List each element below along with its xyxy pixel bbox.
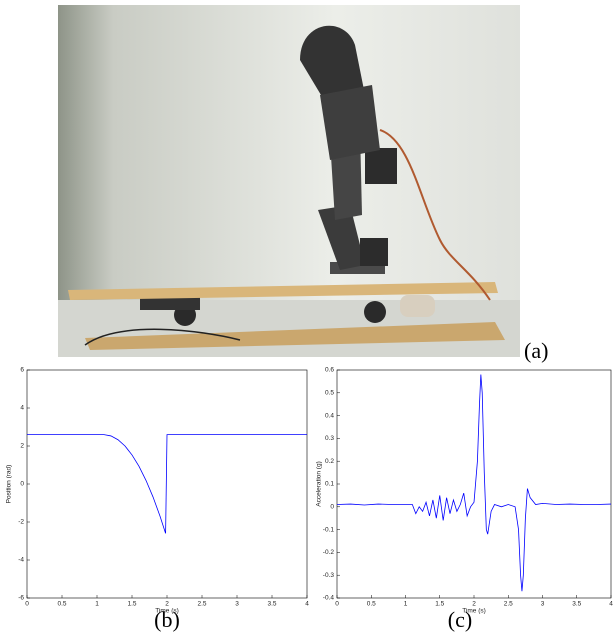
y-tick-label: 0.4 [325,412,334,419]
y-tick-label: 6 [20,367,24,374]
y-tick-label: 0.1 [325,481,334,488]
y-tick-label: 0 [20,481,24,488]
robot-torso [320,85,380,160]
x-tick-label: 0.5 [367,601,376,608]
plot-area [336,369,612,599]
x-tick-label: 4 [305,601,309,608]
y-tick-label: -6 [18,595,24,602]
robot-shin [318,205,365,270]
y-tick-label: 0.2 [325,458,334,465]
y-tick-label: -2 [18,519,24,526]
y-tick-label: 0.3 [325,435,334,442]
x-tick-label: 2.5 [504,601,513,608]
upper-board [68,282,498,300]
cable [379,129,491,301]
lower-board [85,322,505,350]
y-tick-label: -0.4 [323,595,335,602]
x-tick-label: 3 [235,601,239,608]
wheel [364,301,386,323]
photo [58,5,520,357]
x-tick-label: 3.5 [267,601,276,608]
cable [84,328,241,346]
y-tick-label: 0 [330,504,334,511]
x-axis-label: Time (s) [462,608,486,615]
x-axis-label: Time (s) [155,608,179,615]
x-tick-label: 0 [25,601,29,608]
y-tick-label: 2 [20,443,24,450]
x-tick-label: 0.5 [57,601,66,608]
x-tick-label: 2 [472,601,476,608]
x-tick-label: 3.5 [572,601,581,608]
x-tick-label: 4 [609,601,613,608]
x-tick-label: 1.5 [127,601,136,608]
robot-hip [365,148,397,184]
plot-area [26,369,308,599]
robot-knee [360,238,388,266]
y-tick-label: 0.5 [325,390,334,397]
x-tick-label: 1 [404,601,408,608]
robot-head [300,25,365,110]
roller [400,295,435,317]
data-line [336,374,612,592]
x-tick-label: 3 [541,601,545,608]
x-tick-label: 1 [95,601,99,608]
x-tick-label: 2.5 [197,601,206,608]
data-line [27,434,307,534]
y-axis-label: Acceleration (g) [316,461,323,507]
caption: (b) [154,607,180,632]
y-tick-label: 4 [20,405,24,412]
x-tick-label: 0 [335,601,339,608]
y-tick-label: 0.6 [325,367,334,374]
caption: (a) [524,338,548,363]
y-tick-label: -0.1 [323,526,335,533]
y-axis-label: Position (rad) [6,465,13,504]
x-tick-label: 1.5 [435,601,444,608]
y-tick-label: -0.3 [323,572,335,579]
caption: (c) [448,607,472,632]
y-tick-label: -4 [18,557,24,564]
y-tick-label: -0.2 [323,549,335,556]
x-tick-label: 2 [165,601,169,608]
